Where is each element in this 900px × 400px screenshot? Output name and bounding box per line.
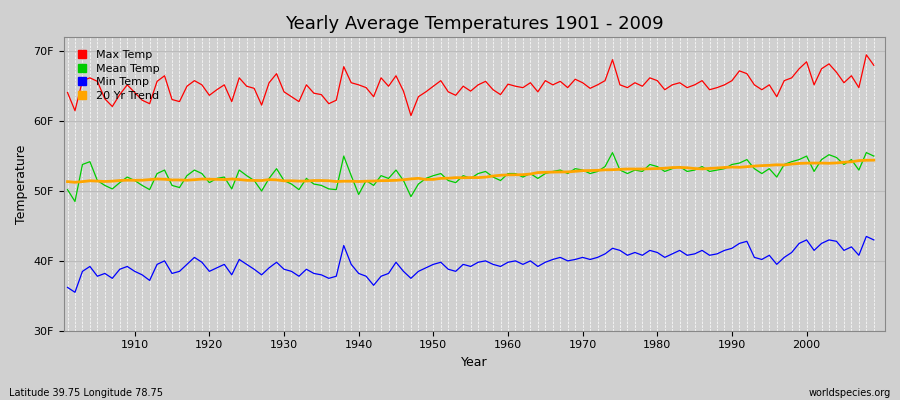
Text: worldspecies.org: worldspecies.org — [809, 388, 891, 398]
Y-axis label: Temperature: Temperature — [15, 144, 28, 224]
Legend: Max Temp, Mean Temp, Min Temp, 20 Yr Trend: Max Temp, Mean Temp, Min Temp, 20 Yr Tre… — [74, 46, 164, 105]
Title: Yearly Average Temperatures 1901 - 2009: Yearly Average Temperatures 1901 - 2009 — [285, 15, 663, 33]
Text: Latitude 39.75 Longitude 78.75: Latitude 39.75 Longitude 78.75 — [9, 388, 163, 398]
X-axis label: Year: Year — [461, 356, 488, 369]
